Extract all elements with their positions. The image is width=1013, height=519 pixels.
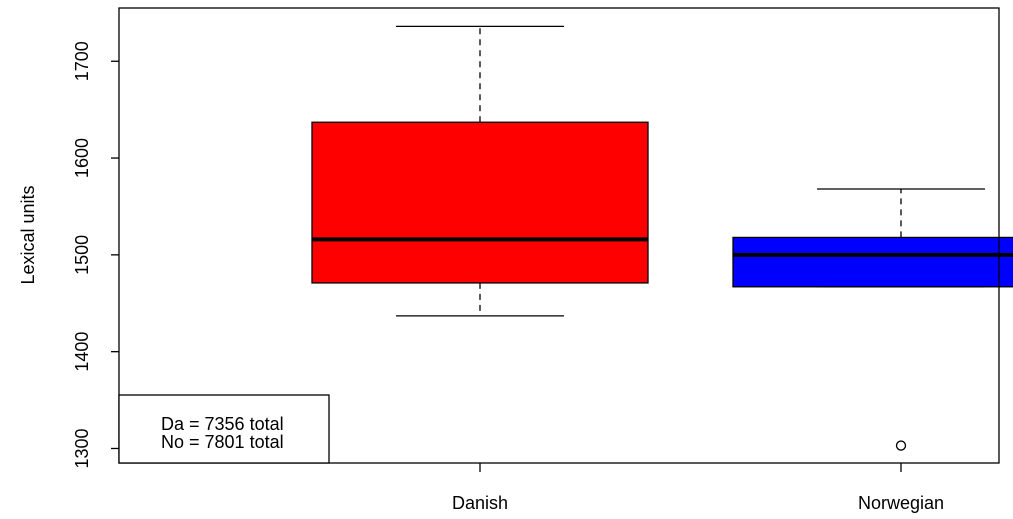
box-danish: [311, 25, 649, 317]
x-tick-label-danish: Danish: [452, 493, 508, 513]
y-axis: 1300 1400 1500 1600 1700: [72, 41, 119, 469]
x-tick-label-norwegian: Norwegian: [858, 493, 944, 513]
boxes-layer: [311, 25, 1013, 451]
y-tick-label-1400: 1400: [72, 332, 92, 372]
x-axis: Danish Norwegian: [452, 463, 944, 513]
y-axis-label: Lexical units: [18, 185, 38, 284]
y-tick-label-1600: 1600: [72, 138, 92, 178]
iqr-box-danish: [311, 121, 649, 284]
legend-box: [118, 394, 330, 464]
plot-frame: [118, 7, 1000, 464]
box-norwegian: [732, 188, 1013, 451]
y-tick-label-1500: 1500: [72, 235, 92, 275]
y-tick-label-1300: 1300: [72, 428, 92, 468]
legend: Da = 7356 total No = 7801 total: [118, 394, 330, 464]
legend-line-1: Da = 7356 total: [161, 414, 284, 434]
legend-line-2: No = 7801 total: [161, 432, 284, 452]
iqr-box-norwegian: [732, 236, 1013, 288]
y-tick-label-1700: 1700: [72, 41, 92, 81]
outlier-norwegian-0: [895, 440, 907, 451]
